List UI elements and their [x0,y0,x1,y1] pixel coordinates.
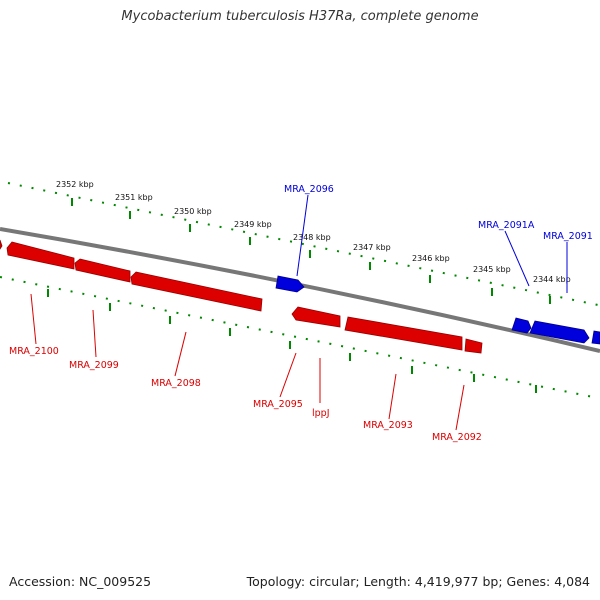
gene-labels: MRA_2096 MRA_2091A MRA_2091 MRA_2100 MRA_209… [9,184,593,443]
scale-labels: 2352 kbp 2351 kbp 2350 kbp 2349 kbp 2348 kbp… [56,180,571,284]
inner-tick-track [0,276,599,399]
genome-summary-text: Topology: circular; Length: 4,419,977 bp… [246,574,590,589]
outer-major-ticks [71,198,551,304]
reverse-gene-label: MRA_2100 [9,346,59,357]
scale-label: 2347 kbp [353,243,391,252]
scale-label: 2344 kbp [533,275,571,284]
reverse-gene-arrow [74,258,131,283]
reverse-gene-arrow [130,271,263,312]
gene-label-connector [279,352,297,398]
forward-gene-arrow [591,330,600,345]
reverse-gene-arrow [344,316,463,351]
gene-label-connector [296,194,309,277]
reverse-gene-label: MRA_2095 [253,399,303,410]
gene-label-connector [92,309,97,358]
scale-label: 2351 kbp [115,193,153,202]
forward-gene-arrow [529,320,590,344]
gene-label-connector [504,230,530,287]
accession-text: Accession: NC_009525 [9,574,152,589]
gene-label-connector [30,293,37,345]
reverse-gene-arrow [464,338,483,354]
outer-tick-track [7,182,599,306]
gene-label-connector [455,384,465,431]
forward-gene-arrow [275,275,305,293]
forward-gene-label: MRA_2096 [284,184,334,195]
gene-arrows [0,239,600,354]
forward-gene-label: MRA_2091 [543,231,593,242]
forward-gene-label: MRA_2091A [478,220,535,231]
inner-major-ticks [47,289,537,393]
reverse-gene-arrow [291,306,341,328]
scale-label: 2346 kbp [412,254,450,263]
scale-label: 2348 kbp [293,233,331,242]
reverse-gene-arrow [6,241,75,270]
reverse-gene-label: MRA_2099 [69,360,119,371]
reverse-gene-label: MRA_2098 [151,378,201,389]
scale-label: 2352 kbp [56,180,94,189]
reverse-gene-label: lppJ [312,408,330,419]
scale-label: 2349 kbp [234,220,272,229]
reverse-gene-label: MRA_2093 [363,420,413,431]
scale-label: 2350 kbp [174,207,212,216]
reverse-gene-label: MRA_2092 [432,432,482,443]
gene-label-connector [388,373,397,420]
scale-label: 2345 kbp [473,265,511,274]
gene-label-connector [174,331,187,377]
label-connectors [30,194,568,431]
map-title: Mycobacterium tuberculosis H37Ra, comple… [121,9,479,24]
reverse-gene-arrow [0,239,3,250]
forward-gene-arrow [511,317,532,334]
